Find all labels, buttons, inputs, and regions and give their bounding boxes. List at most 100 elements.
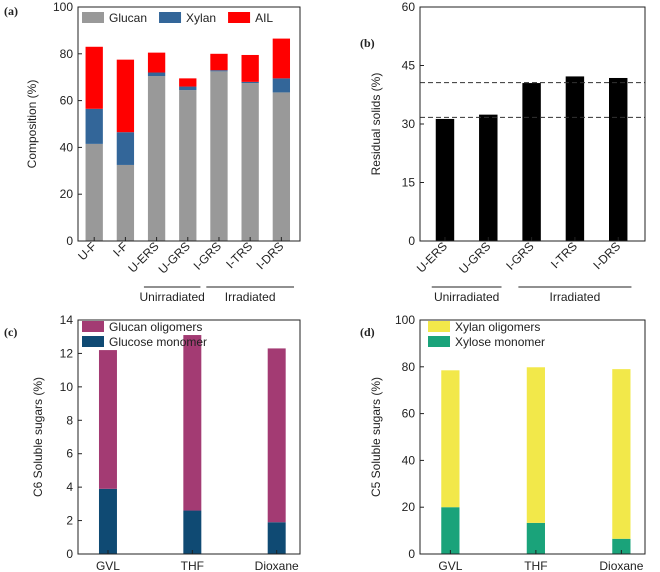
group-label-unirradiated: Unirradiated — [434, 290, 499, 304]
x-tick-label: U-ERS — [125, 239, 161, 275]
x-tick-label: I-TRS — [548, 239, 580, 271]
bar-xylose-monomer-gvl — [441, 507, 460, 554]
bar-glucan-u-f — [85, 143, 103, 241]
legend-label-ail: AIL — [255, 11, 273, 25]
bar-i-drs — [609, 77, 628, 241]
legend-label-xylan-oligomers: Xylan oligomers — [455, 320, 540, 334]
bar-glucan-oligomers-thf — [183, 335, 202, 511]
panel-label: (a) — [4, 4, 18, 18]
legend-swatch-glucan — [82, 12, 104, 23]
x-tick-label: U-GRS — [156, 239, 193, 276]
x-tick-label: I-DRS — [590, 239, 623, 272]
bar-ail-i-drs — [272, 38, 291, 79]
bar-xylan-i-f — [116, 132, 135, 165]
bar-xylan-oligomers-dioxane — [612, 369, 631, 539]
y-tick-label: 100 — [395, 313, 415, 327]
x-tick-label: I-GRS — [191, 239, 224, 272]
y-tick-label: 15 — [402, 176, 416, 190]
legend-swatch-xylan — [159, 12, 182, 23]
bar-glucan-oligomers-gvl — [98, 350, 117, 489]
bar-xylan-u-ers — [147, 72, 166, 77]
y-tick-label: 40 — [402, 453, 416, 467]
x-tick-label: U-GRS — [456, 239, 493, 276]
y-tick-label: 0 — [66, 234, 73, 248]
bar-ail-u-grs — [179, 78, 197, 87]
legend-swatch-glucan-oligomers — [82, 321, 104, 332]
bar-glucan-u-ers — [147, 76, 166, 241]
y-tick-label: 80 — [60, 47, 74, 61]
y-tick-label: 14 — [60, 313, 74, 327]
bar-u-grs — [479, 114, 498, 241]
bar-xylan-i-grs — [210, 70, 228, 72]
bar-glucan-i-trs — [241, 83, 259, 241]
bar-ail-u-ers — [147, 52, 166, 73]
x-tick-label: THF — [524, 559, 547, 572]
bar-xylan-i-drs — [272, 78, 291, 93]
legend-label-xylan: Xylan — [186, 11, 216, 25]
bar-xylan-u-f — [85, 108, 103, 144]
x-tick-label: THF — [181, 559, 204, 572]
y-tick-label: 30 — [402, 117, 416, 131]
y-tick-label: 2 — [66, 514, 73, 528]
x-tick-label: GVL — [438, 559, 462, 572]
y-tick-label: 6 — [66, 447, 73, 461]
group-label-irradiated: Irradiated — [550, 290, 601, 304]
y-tick-label: 60 — [402, 407, 416, 421]
y-tick-label: 80 — [402, 360, 416, 374]
panel-label: (c) — [4, 325, 17, 339]
y-tick-label: 60 — [402, 0, 416, 14]
y-tick-label: 20 — [402, 500, 416, 514]
y-axis-title: Residual solids (%) — [369, 73, 383, 176]
group-label-irradiated: Irradiated — [225, 290, 276, 304]
x-tick-label: I-GRS — [503, 239, 536, 272]
x-tick-label: U-ERS — [414, 239, 450, 275]
legend-swatch-xylan-oligomers — [428, 321, 450, 332]
y-tick-label: 0 — [408, 547, 415, 561]
bar-xylan-oligomers-thf — [526, 367, 545, 523]
y-tick-label: 12 — [60, 346, 74, 360]
y-axis-title: C5 Soluble sugars (%) — [369, 377, 383, 497]
bar-ail-u-f — [85, 46, 103, 109]
bar-glucan-i-grs — [210, 71, 228, 241]
bar-xylose-monomer-thf — [526, 522, 545, 554]
panel-label: (d) — [360, 325, 375, 339]
legend-swatch-ail — [228, 12, 251, 23]
chart-panel-3: (c) 0 2 4 6 8 10 12 14 GVL THF Dioxane C6 Soluble su… — [4, 313, 301, 572]
y-tick-label: 0 — [408, 234, 415, 248]
y-tick-label: 0 — [66, 547, 73, 561]
group-label-unirradiated: Unirradiated — [139, 290, 204, 304]
bar-i-grs — [522, 83, 541, 241]
y-tick-label: 10 — [60, 380, 74, 394]
plot-frame — [77, 319, 301, 555]
plot-frame — [419, 319, 646, 555]
x-tick-label: I-DRS — [253, 239, 286, 272]
bar-glucose-monomer-dioxane — [267, 522, 286, 554]
plot-frame — [77, 6, 301, 242]
x-tick-label: I-F — [110, 239, 130, 259]
bar-glucan-oligomers-dioxane — [267, 348, 286, 523]
y-tick-label: 60 — [60, 94, 74, 108]
legend-label-xylose-monomer: Xylose monomer — [455, 335, 545, 349]
legend-swatch-glucose-monomer — [82, 336, 104, 347]
bar-ail-i-f — [116, 59, 135, 133]
x-tick-label: Dioxane — [599, 559, 643, 572]
y-tick-label: 45 — [402, 59, 416, 73]
bar-ail-i-trs — [241, 54, 259, 82]
bar-xylan-i-trs — [241, 81, 259, 84]
legend-swatch-xylose-monomer — [428, 336, 450, 347]
bar-glucan-i-drs — [272, 92, 291, 241]
x-tick-label: U-F — [75, 239, 99, 263]
legend-label-glucan-oligomers: Glucan oligomers — [109, 320, 202, 334]
x-tick-label: I-TRS — [223, 239, 255, 271]
bar-xylose-monomer-dioxane — [612, 538, 631, 554]
y-tick-label: 40 — [60, 140, 74, 154]
y-axis-title: Composition (%) — [25, 80, 39, 169]
chart-panel-2: (b) 0 15 30 45 60 U-ERS U-GRS I-GRS I-TRS I-DRS Res… — [360, 0, 646, 304]
bar-glucose-monomer-thf — [183, 510, 202, 554]
bar-i-trs — [565, 76, 585, 241]
x-tick-label: Dioxane — [255, 559, 299, 572]
bar-glucan-u-grs — [179, 90, 197, 241]
chart-panel-4: (d) 0 20 40 60 80 100 GVL THF Dioxane C5 Soluble s… — [360, 313, 646, 572]
